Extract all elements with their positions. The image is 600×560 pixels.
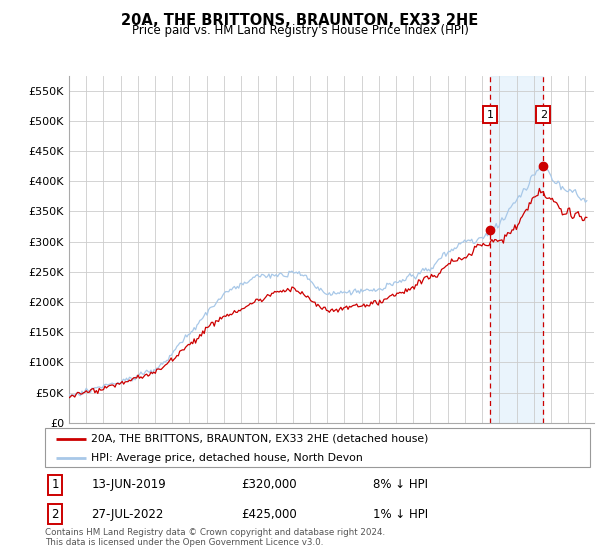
Text: 20A, THE BRITTONS, BRAUNTON, EX33 2HE (detached house): 20A, THE BRITTONS, BRAUNTON, EX33 2HE (d… [91, 433, 429, 444]
Text: 2: 2 [52, 507, 59, 521]
Text: Price paid vs. HM Land Registry's House Price Index (HPI): Price paid vs. HM Land Registry's House … [131, 24, 469, 37]
Text: 1% ↓ HPI: 1% ↓ HPI [373, 507, 428, 521]
Text: £425,000: £425,000 [242, 507, 298, 521]
Text: HPI: Average price, detached house, North Devon: HPI: Average price, detached house, Nort… [91, 454, 363, 463]
Text: 2: 2 [539, 110, 547, 120]
Text: 27-JUL-2022: 27-JUL-2022 [91, 507, 164, 521]
FancyBboxPatch shape [45, 428, 590, 467]
Text: £320,000: £320,000 [242, 478, 297, 491]
Text: 8% ↓ HPI: 8% ↓ HPI [373, 478, 428, 491]
Text: 13-JUN-2019: 13-JUN-2019 [91, 478, 166, 491]
Text: 20A, THE BRITTONS, BRAUNTON, EX33 2HE: 20A, THE BRITTONS, BRAUNTON, EX33 2HE [121, 13, 479, 28]
Text: Contains HM Land Registry data © Crown copyright and database right 2024.
This d: Contains HM Land Registry data © Crown c… [45, 528, 385, 547]
Bar [490, 76, 543, 423]
Text: 1: 1 [52, 478, 59, 491]
Text: 1: 1 [487, 110, 493, 120]
